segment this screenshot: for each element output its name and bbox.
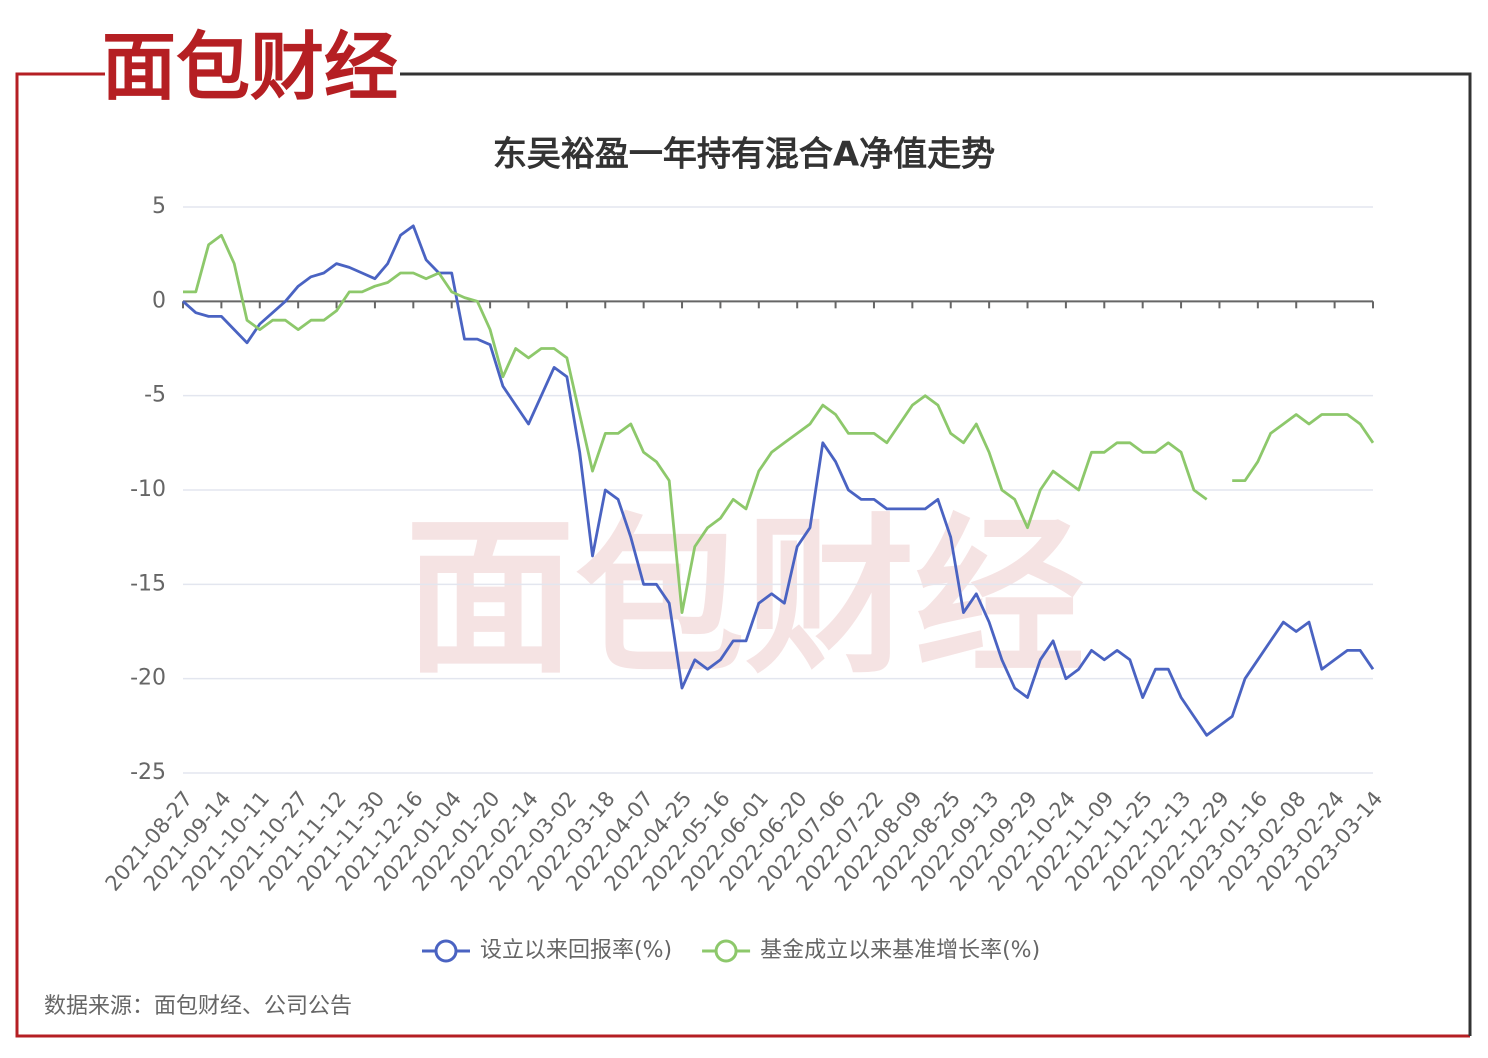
y-tick-label: -5	[144, 383, 166, 408]
series-line	[182, 224, 1375, 737]
source: 数据来源：面包财经、公司公告	[44, 994, 352, 1019]
legend-label: 基金成立以来基准增长率(%)	[760, 938, 1040, 963]
y-tick-label: -15	[130, 571, 166, 596]
frame-red	[15, 72, 1470, 1038]
y-tick-label: 5	[152, 194, 166, 219]
chart-title: 东吴裕盈一年持有混合A净值走势	[493, 135, 995, 175]
y-tick-label: -10	[130, 477, 166, 502]
legend-marker	[714, 939, 738, 963]
series-line	[183, 233, 1375, 614]
watermark: 面包财经	[405, 499, 1085, 697]
y-tick-label: -25	[130, 760, 166, 785]
legend-marker	[434, 939, 458, 963]
logo-bg	[105, 26, 395, 108]
logo: 面包财经	[102, 25, 398, 111]
frame-dark	[400, 72, 1472, 1036]
y-tick-label: 0	[152, 288, 166, 313]
y-tick-label: -20	[130, 666, 166, 691]
legend-label: 设立以来回报率(%)	[480, 938, 672, 963]
